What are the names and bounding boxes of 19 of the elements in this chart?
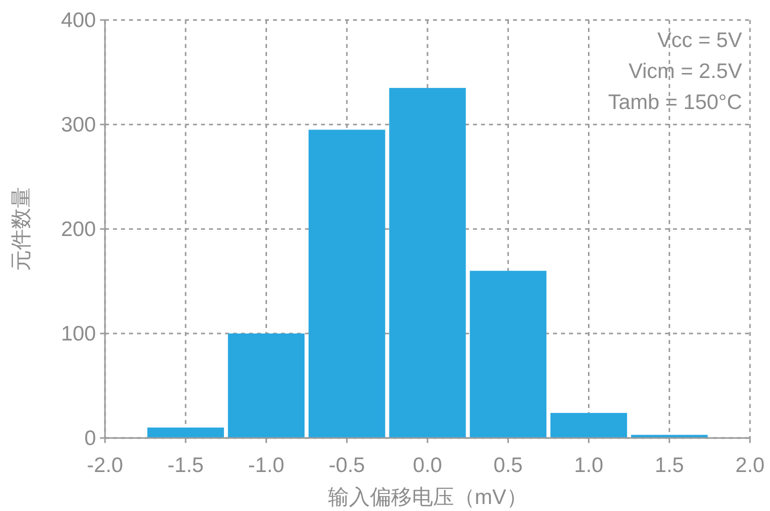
x-tick-label: -0.5 (328, 454, 365, 477)
y-tick-label: 200 (60, 218, 96, 241)
annotation: Tamb = 150°C (608, 91, 742, 114)
x-tick-label: 1.5 (654, 454, 684, 477)
x-tick-label: 1.0 (574, 454, 604, 477)
annotation: Vcc = 5V (657, 29, 742, 52)
y-tick-label: 100 (60, 322, 96, 346)
x-tick-label: -1.0 (248, 454, 284, 477)
y-tick-label: 0 (84, 427, 96, 450)
annotation: Vicm = 2.5V (628, 60, 742, 83)
x-tick-label: -1.5 (168, 454, 204, 477)
x-tick-label: -2.0 (86, 454, 124, 477)
y-axis-title: 元件数量 (10, 187, 33, 271)
x-tick-label: 0.0 (412, 454, 442, 477)
y-tick-label: 300 (60, 114, 96, 136)
y-tick-label: 400 (60, 9, 96, 32)
x-axis-title: 输入偏移电压（mV） (328, 486, 528, 509)
x-tick-label: 2.0 (735, 454, 765, 477)
x-tick-label: 0.5 (494, 454, 523, 477)
